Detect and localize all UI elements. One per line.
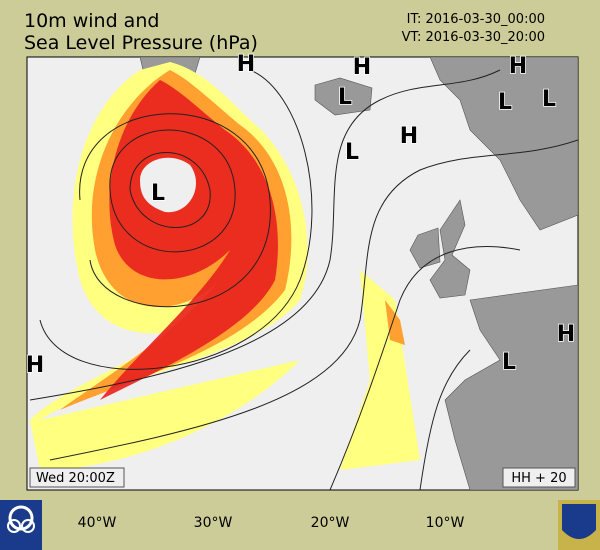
valid-time: VT: 2016-03-30_20:00 — [402, 30, 545, 45]
initial-time: IT: 2016-03-30_00:00 — [407, 12, 545, 27]
pressure-center: L — [338, 85, 352, 110]
left-logo — [0, 500, 42, 550]
title-line-2: Sea Level Pressure (hPa) — [24, 32, 258, 54]
pressure-center: L — [542, 87, 556, 112]
pressure-center: H — [237, 52, 255, 77]
pressure-center: H — [557, 322, 575, 347]
isobars — [29, 69, 578, 490]
longitude-label: 10°W — [426, 515, 465, 531]
longitude-label: 20°W — [311, 515, 350, 531]
day-time-box — [29, 467, 125, 488]
longitude-label: 40°W — [78, 515, 117, 531]
right-logo — [558, 500, 600, 550]
title-line-1: 10m wind and — [24, 10, 159, 32]
pressure-center: H — [400, 124, 418, 149]
day-time: Wed 20:00Z — [36, 471, 115, 486]
forecast-hour-box — [502, 467, 576, 488]
pressure-center: L — [502, 350, 516, 375]
map: H H H L L L H L L H L H Wed 20:00Z HH + … — [25, 51, 579, 491]
pressure-center: H — [26, 353, 44, 378]
pressure-center: L — [498, 90, 512, 115]
forecast-hour: HH + 20 — [511, 471, 566, 486]
pressure-center: L — [345, 140, 359, 165]
pressure-center: H — [353, 55, 371, 80]
pressure-center: L — [151, 181, 165, 206]
pressure-center: H — [509, 54, 527, 79]
longitude-label: 30°W — [194, 515, 233, 531]
